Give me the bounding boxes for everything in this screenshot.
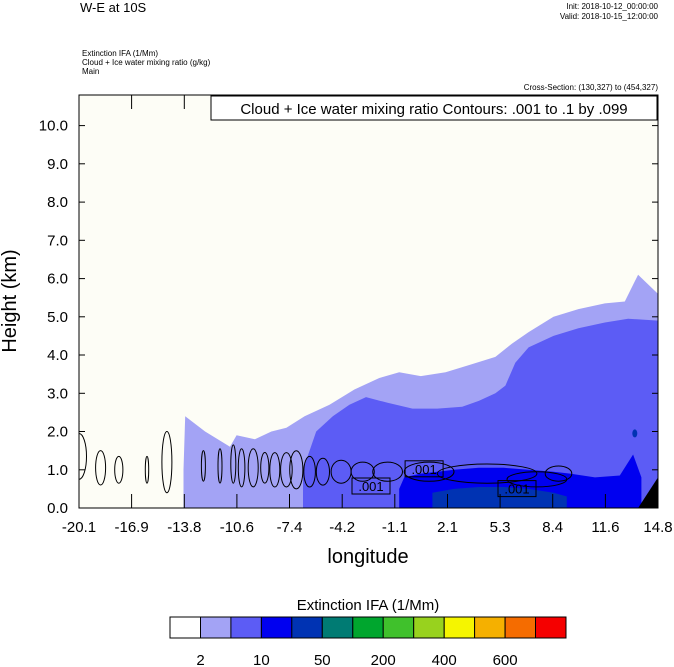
field-line: Extinction IFA (1/Mm)	[82, 49, 159, 58]
colorbar-swatch	[504, 616, 537, 639]
time-info: Init: 2018-10-12_00:00:00 Valid: 2018-10…	[560, 2, 658, 22]
colorbar-swatch	[230, 616, 262, 639]
x-tick-label: -13.8	[167, 519, 201, 536]
colorbar-swatch	[443, 616, 476, 639]
colorbar-label: 200	[371, 652, 396, 667]
x-tick-label: 2.1	[437, 519, 458, 536]
colorbar-swatch	[413, 616, 445, 639]
cloud-contour-line	[161, 431, 173, 494]
y-axis-label: Height (km)	[0, 249, 21, 352]
cross-section-label: Cross-Section: (130,327) to (454,327)	[523, 83, 658, 92]
cloud-contour-line	[372, 461, 404, 482]
y-tick-label: 6.0	[47, 271, 68, 288]
cloud-contour-line	[350, 461, 375, 482]
contour-label-box	[404, 460, 444, 478]
x-tick-label: 11.6	[591, 519, 619, 536]
colorbar-label: 600	[493, 652, 518, 667]
x-tick-label: -1.1	[382, 519, 408, 536]
colorbar-swatch	[291, 616, 323, 639]
cloud-contour-line	[217, 448, 223, 484]
x-tick-label: -10.6	[220, 519, 254, 536]
colorbar-label: 400	[432, 652, 457, 667]
extinction-fill-10	[303, 318, 658, 508]
y-tick-label: 10.0	[39, 118, 68, 135]
figure-title: W-E at 10S	[80, 0, 147, 15]
y-tick-label: 4.0	[47, 347, 68, 364]
colorbar-label: 50	[314, 652, 331, 667]
cloud-contour-line	[315, 457, 330, 486]
colorbar-title: Extinction IFA (1/Mm)	[297, 597, 440, 614]
init-time: Init: 2018-10-12_00:00:00	[566, 2, 658, 11]
x-tick-label: 14.8	[643, 519, 672, 536]
colorbar-label: 10	[253, 652, 270, 667]
y-tick-label: 7.0	[47, 232, 68, 249]
contour-label: .001	[504, 482, 529, 497]
cloud-contour-line	[303, 455, 316, 488]
x-tick-label: -16.9	[114, 519, 148, 536]
contour-title: Cloud + Ice water mixing ratio Contours:…	[240, 101, 627, 118]
contour-label-box	[497, 480, 537, 498]
y-tick-label: 0.0	[47, 500, 68, 517]
colorbar-swatch	[474, 616, 506, 639]
valid-time: Valid: 2018-10-15_12:00:00	[559, 12, 658, 21]
extinction-fill-200	[432, 487, 567, 508]
cloud-contour-line	[436, 463, 538, 484]
x-axis-label: longitude	[327, 546, 408, 568]
x-tick-label: 8.4	[542, 519, 563, 536]
colorbar-swatch	[169, 616, 201, 639]
cloud-contour-line	[95, 450, 107, 486]
y-tick-label: 1.0	[47, 462, 68, 479]
extinction-cell	[632, 429, 638, 438]
cloud-contour-line	[144, 455, 150, 484]
x-tick-label: 5.3	[490, 519, 511, 536]
field-line: Cloud + Ice water mixing ratio (g/kg)	[82, 58, 211, 67]
contour-label-box	[351, 477, 391, 495]
x-tick-label: -4.2	[329, 519, 355, 536]
colorbar-swatch	[535, 616, 567, 639]
cloud-contour-line	[230, 444, 237, 484]
x-tick-label: -20.1	[62, 519, 96, 536]
y-tick-label: 5.0	[47, 309, 68, 326]
contour-label: .001	[411, 462, 436, 477]
colorbar-swatch	[382, 616, 415, 639]
y-tick-label: 3.0	[47, 385, 68, 402]
terrain	[638, 477, 658, 508]
colorbar-swatch	[321, 616, 354, 639]
y-tick-label: 8.0	[47, 194, 68, 211]
colorbar-swatch	[352, 616, 384, 639]
cloud-contour-line	[280, 452, 293, 488]
colorbar-swatch	[200, 616, 232, 639]
y-tick-label: 9.0	[47, 156, 68, 173]
x-tick-label: -7.4	[277, 519, 303, 536]
cloud-contour-line	[289, 450, 304, 490]
y-tick-label: 2.0	[47, 424, 68, 441]
plot-frame	[78, 94, 659, 509]
contour-label: .001	[358, 479, 383, 494]
cloud-contour-line	[260, 452, 270, 484]
cloud-contour-line	[237, 448, 246, 488]
cloud-contour-line	[403, 461, 455, 482]
cloud-contour-line	[247, 448, 259, 488]
cloud-contour-line	[544, 465, 573, 482]
cloud-contour-line	[114, 455, 124, 484]
cloud-contour-line	[79, 433, 87, 480]
colorbar-swatch	[260, 616, 293, 639]
field-line: Main	[82, 67, 100, 76]
colorbar-label: 2	[196, 652, 204, 667]
cloud-contour-line	[200, 450, 206, 482]
contour-title-box	[210, 95, 658, 121]
cloud-contour-line	[269, 452, 281, 488]
field-list: Extinction IFA (1/Mm) Cloud + Ice water …	[82, 49, 210, 76]
